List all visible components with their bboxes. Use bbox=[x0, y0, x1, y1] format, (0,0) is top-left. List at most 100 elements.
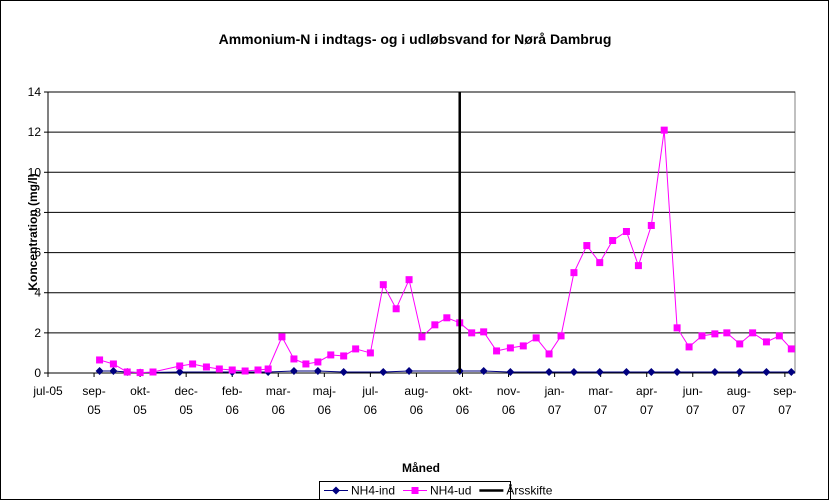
data-point bbox=[787, 345, 795, 353]
x-tick-label: aug-07 bbox=[727, 384, 751, 417]
data-point bbox=[609, 237, 617, 245]
legend-marker bbox=[332, 486, 340, 495]
data-point bbox=[622, 367, 631, 376]
data-point bbox=[149, 368, 157, 376]
data-point bbox=[379, 281, 387, 289]
data-point bbox=[202, 363, 210, 371]
data-point bbox=[775, 332, 783, 340]
y-tick-label: 12 bbox=[28, 125, 42, 139]
y-tick-label: 10 bbox=[28, 165, 42, 179]
x-tick-label: nov-06 bbox=[497, 384, 520, 417]
data-point bbox=[418, 333, 426, 341]
data-point bbox=[710, 367, 719, 376]
data-point bbox=[278, 333, 286, 341]
x-tick-label: okt-05 bbox=[130, 384, 150, 417]
data-point bbox=[392, 305, 400, 313]
chart-title: Ammonium-N i indtags- og i udløbsvand fo… bbox=[219, 31, 612, 47]
data-point bbox=[479, 366, 488, 375]
data-point bbox=[596, 259, 604, 267]
data-point bbox=[506, 367, 515, 376]
y-tick-label: 2 bbox=[34, 326, 41, 340]
data-point bbox=[302, 360, 310, 368]
data-point bbox=[290, 355, 298, 363]
data-point bbox=[735, 367, 744, 376]
data-point bbox=[762, 338, 770, 346]
x-tick-label: apr-07 bbox=[636, 384, 657, 417]
data-point bbox=[673, 324, 681, 332]
data-point bbox=[339, 367, 348, 376]
data-point bbox=[673, 367, 682, 376]
x-tick-label: jul-05 bbox=[32, 384, 63, 398]
data-point bbox=[723, 329, 731, 337]
x-tick-label: maj-06 bbox=[313, 384, 336, 417]
y-tick-label: 0 bbox=[34, 366, 41, 380]
data-point bbox=[583, 242, 591, 250]
data-point bbox=[176, 362, 184, 370]
x-tick-label: mar-06 bbox=[266, 384, 291, 417]
data-point bbox=[762, 367, 771, 376]
x-axis-label: Måned bbox=[402, 461, 440, 475]
data-point bbox=[228, 366, 236, 374]
data-point bbox=[569, 367, 578, 376]
data-point bbox=[647, 367, 656, 376]
data-point bbox=[313, 366, 322, 375]
x-tick-label: sep-07 bbox=[773, 384, 796, 417]
data-point bbox=[405, 366, 414, 375]
y-axis-label: Koncentration (mg/l) bbox=[26, 173, 40, 290]
data-point bbox=[532, 334, 540, 342]
data-point bbox=[711, 330, 719, 338]
data-point bbox=[379, 367, 388, 376]
data-point bbox=[557, 332, 565, 340]
legend-label: NH4-ud bbox=[430, 484, 471, 498]
data-point bbox=[685, 343, 693, 351]
data-point bbox=[264, 365, 272, 373]
legend: NH4-ind NH4-ud Årsskifte bbox=[319, 481, 553, 500]
y-tick-label: 14 bbox=[28, 85, 42, 99]
data-point bbox=[215, 365, 223, 373]
data-point bbox=[506, 344, 514, 352]
x-tick-label: sep-05 bbox=[82, 384, 105, 417]
data-point bbox=[660, 126, 668, 134]
data-point bbox=[366, 349, 374, 357]
legend-marker bbox=[411, 487, 419, 494]
data-point bbox=[493, 347, 501, 355]
y-tick-label: 4 bbox=[34, 286, 41, 300]
data-point bbox=[749, 329, 757, 337]
data-point bbox=[647, 221, 655, 229]
data-point bbox=[405, 276, 413, 284]
data-point bbox=[109, 366, 118, 375]
data-point bbox=[634, 262, 642, 270]
data-point bbox=[352, 345, 360, 353]
data-point bbox=[698, 332, 706, 340]
data-point bbox=[622, 227, 630, 235]
x-tick-label: jul-06 bbox=[361, 384, 378, 417]
data-point bbox=[136, 369, 144, 377]
data-point bbox=[570, 269, 578, 277]
data-point bbox=[254, 366, 262, 374]
data-point bbox=[736, 340, 744, 348]
y-tick-label: 6 bbox=[34, 246, 41, 260]
data-point bbox=[123, 368, 131, 376]
legend-label: NH4-ind bbox=[351, 484, 395, 498]
data-point bbox=[314, 358, 322, 366]
data-point bbox=[327, 351, 335, 359]
x-tick-label: okt-06 bbox=[452, 384, 472, 417]
x-tick-label: jan-07 bbox=[544, 384, 565, 417]
data-point bbox=[480, 328, 488, 336]
data-point bbox=[241, 367, 249, 375]
x-tick-label: dec-05 bbox=[174, 384, 197, 417]
data-point bbox=[431, 321, 439, 329]
data-point bbox=[175, 367, 184, 376]
data-point bbox=[189, 360, 197, 368]
data-point bbox=[96, 356, 104, 364]
x-tick-label: aug-06 bbox=[404, 384, 428, 417]
data-point bbox=[545, 367, 554, 376]
legend-label: Årsskifte bbox=[506, 483, 552, 498]
x-tick-label: feb-06 bbox=[222, 384, 243, 417]
data-point bbox=[109, 360, 117, 368]
plot-area bbox=[47, 91, 796, 374]
x-tick-label: jun-07 bbox=[682, 384, 703, 417]
x-tick-label: mar-07 bbox=[588, 384, 613, 417]
data-point bbox=[519, 342, 527, 350]
